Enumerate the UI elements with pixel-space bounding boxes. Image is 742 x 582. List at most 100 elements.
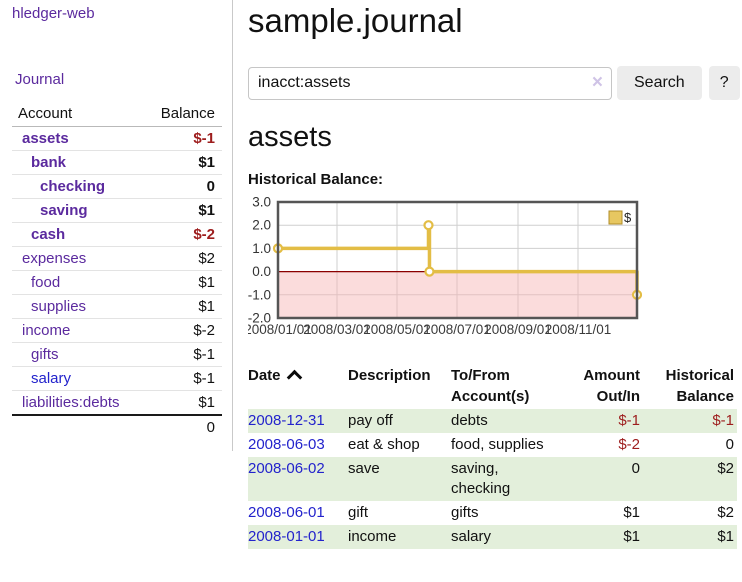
account-name-cell: liabilities:debts xyxy=(12,390,142,416)
search-field-wrap: × xyxy=(248,66,612,100)
account-link-assets[interactable]: assets xyxy=(22,130,69,147)
svg-text:2.0: 2.0 xyxy=(252,218,271,233)
accounts-total-balance: 0 xyxy=(141,414,222,439)
account-heading: assets xyxy=(248,121,332,153)
register-description: income xyxy=(348,528,397,545)
accounts-header-balance: Balance xyxy=(141,102,222,127)
account-link-food[interactable]: food xyxy=(31,274,61,291)
register-date-cell: 2008-06-02 xyxy=(248,457,348,501)
account-link-bank[interactable]: bank xyxy=(31,154,67,171)
account-link-salary[interactable]: salary xyxy=(31,370,72,387)
register-description: eat & shop xyxy=(348,436,420,453)
account-name-cell: supplies xyxy=(12,294,142,319)
register-amount: $1 xyxy=(623,504,640,521)
register-date-link[interactable]: 2008-12-31 xyxy=(248,412,325,429)
svg-text:2008/11/01: 2008/11/01 xyxy=(545,322,612,337)
account-balance: $2 xyxy=(141,246,222,271)
register-row: 2008-06-03 eat & shop food, supplies $-2… xyxy=(248,433,737,457)
account-balance: $1 xyxy=(141,390,222,416)
register-accounts: salary xyxy=(451,528,492,545)
account-link-income[interactable]: income xyxy=(22,322,71,339)
account-link-gifts[interactable]: gifts xyxy=(31,346,59,363)
svg-text:-1.0: -1.0 xyxy=(248,287,271,302)
account-name-cell: bank xyxy=(12,150,142,175)
account-row: income $-2 xyxy=(12,318,222,343)
register-header-row: Date Description To/From Account(s) Amou… xyxy=(248,361,737,409)
register-balance: $-1 xyxy=(712,412,734,429)
svg-text:2008/05/01: 2008/05/01 xyxy=(363,322,431,337)
account-link-cash[interactable]: cash xyxy=(31,226,66,243)
account-name-cell: expenses xyxy=(12,246,142,271)
historical-balance-chart: 3.0 2.0 1.0 0.0 -1.0 -2.0 2008/01/01 2008/03/01… xyxy=(244,195,738,345)
svg-text:0.0: 0.0 xyxy=(252,264,271,279)
account-name-cell: food xyxy=(12,270,142,295)
account-link-liabilities:debts[interactable]: liabilities:debts xyxy=(22,394,120,411)
search-help-button[interactable]: ? xyxy=(708,66,740,100)
svg-text:$: $ xyxy=(624,210,632,225)
account-balance: $1 xyxy=(141,294,222,319)
accounts-total-spacer xyxy=(12,414,142,439)
search-bar: × Search ? xyxy=(248,66,740,100)
account-link-expenses[interactable]: expenses xyxy=(22,250,87,267)
svg-text:2008/03/01: 2008/03/01 xyxy=(303,322,371,337)
register-balance: 0 xyxy=(725,436,734,453)
account-row: liabilities:debts $1 xyxy=(12,390,222,416)
account-row: supplies $1 xyxy=(12,294,222,319)
accounts-table: Account Balance assets $-1 bank $1 check… xyxy=(12,102,222,439)
account-link-checking[interactable]: checking xyxy=(40,178,106,195)
chart-svg: 3.0 2.0 1.0 0.0 -1.0 -2.02008/01/012008/03/01… xyxy=(244,195,643,337)
register-date-link[interactable]: 2008-01-01 xyxy=(248,528,325,545)
chart-label: Historical Balance: xyxy=(248,171,384,188)
account-balance: $-1 xyxy=(141,366,222,391)
register-row: 2008-06-02 save saving, checking 0 $2 xyxy=(248,457,737,501)
register-description: gift xyxy=(348,504,369,521)
account-name-cell: salary xyxy=(12,366,142,391)
register-date-link[interactable]: 2008-06-02 xyxy=(248,460,325,477)
app-brand-link[interactable]: hledger-web xyxy=(12,5,95,22)
account-name-cell: checking xyxy=(12,174,142,199)
register-accounts: saving, checking xyxy=(451,460,511,497)
sidebar: hledger-web Journal Account Balance asse… xyxy=(0,0,233,451)
sidebar-journal-link[interactable]: Journal xyxy=(15,71,65,88)
search-input[interactable] xyxy=(248,66,612,100)
account-name-cell: assets xyxy=(12,126,142,151)
account-row: food $1 xyxy=(12,270,222,295)
accounts-total-row: 0 xyxy=(12,414,222,439)
register-date-cell: 2008-06-01 xyxy=(248,501,348,525)
account-row: checking 0 xyxy=(12,174,222,199)
clear-search-icon[interactable]: × xyxy=(591,71,603,93)
account-name-cell: saving xyxy=(12,198,142,223)
sort-ascending-icon xyxy=(286,369,302,386)
account-row: assets $-1 xyxy=(12,126,222,151)
register-balance: $2 xyxy=(717,460,734,477)
account-balance: $-2 xyxy=(141,222,222,247)
register-header-balance: Historical Balance xyxy=(665,367,734,405)
register-amount: $1 xyxy=(623,528,640,545)
account-link-saving[interactable]: saving xyxy=(40,202,88,219)
register-header-date[interactable]: Date xyxy=(248,361,348,409)
accounts-header-row: Account Balance xyxy=(12,102,222,127)
account-balance: $1 xyxy=(141,150,222,175)
register-date-cell: 2008-12-31 xyxy=(248,409,348,433)
register-amount: $-2 xyxy=(618,436,640,453)
account-row: bank $1 xyxy=(12,150,222,175)
register-date-cell: 2008-06-03 xyxy=(248,433,348,457)
svg-text:2008/09/01: 2008/09/01 xyxy=(484,322,552,337)
register-date-link[interactable]: 2008-06-03 xyxy=(248,436,325,453)
account-link-supplies[interactable]: supplies xyxy=(31,298,87,315)
register-date-link[interactable]: 2008-06-01 xyxy=(248,504,325,521)
svg-text:2008/01/01: 2008/01/01 xyxy=(248,322,312,337)
account-row: expenses $2 xyxy=(12,246,222,271)
register-description: pay off xyxy=(348,412,393,429)
register-row: 2008-01-01 income salary $1 $1 xyxy=(248,525,737,549)
register-row: 2008-12-31 pay off debts $-1 $-1 xyxy=(248,409,737,433)
main-content: sample.journal × Search ? assets Histori… xyxy=(244,0,740,549)
svg-text:1.0: 1.0 xyxy=(252,241,271,256)
register-balance: $1 xyxy=(717,528,734,545)
svg-text:2008/07/01: 2008/07/01 xyxy=(423,322,491,337)
account-name-cell: cash xyxy=(12,222,142,247)
account-balance: $1 xyxy=(141,198,222,223)
register-header-amount: Amount Out/In xyxy=(583,367,640,405)
search-button[interactable]: Search xyxy=(617,66,702,100)
